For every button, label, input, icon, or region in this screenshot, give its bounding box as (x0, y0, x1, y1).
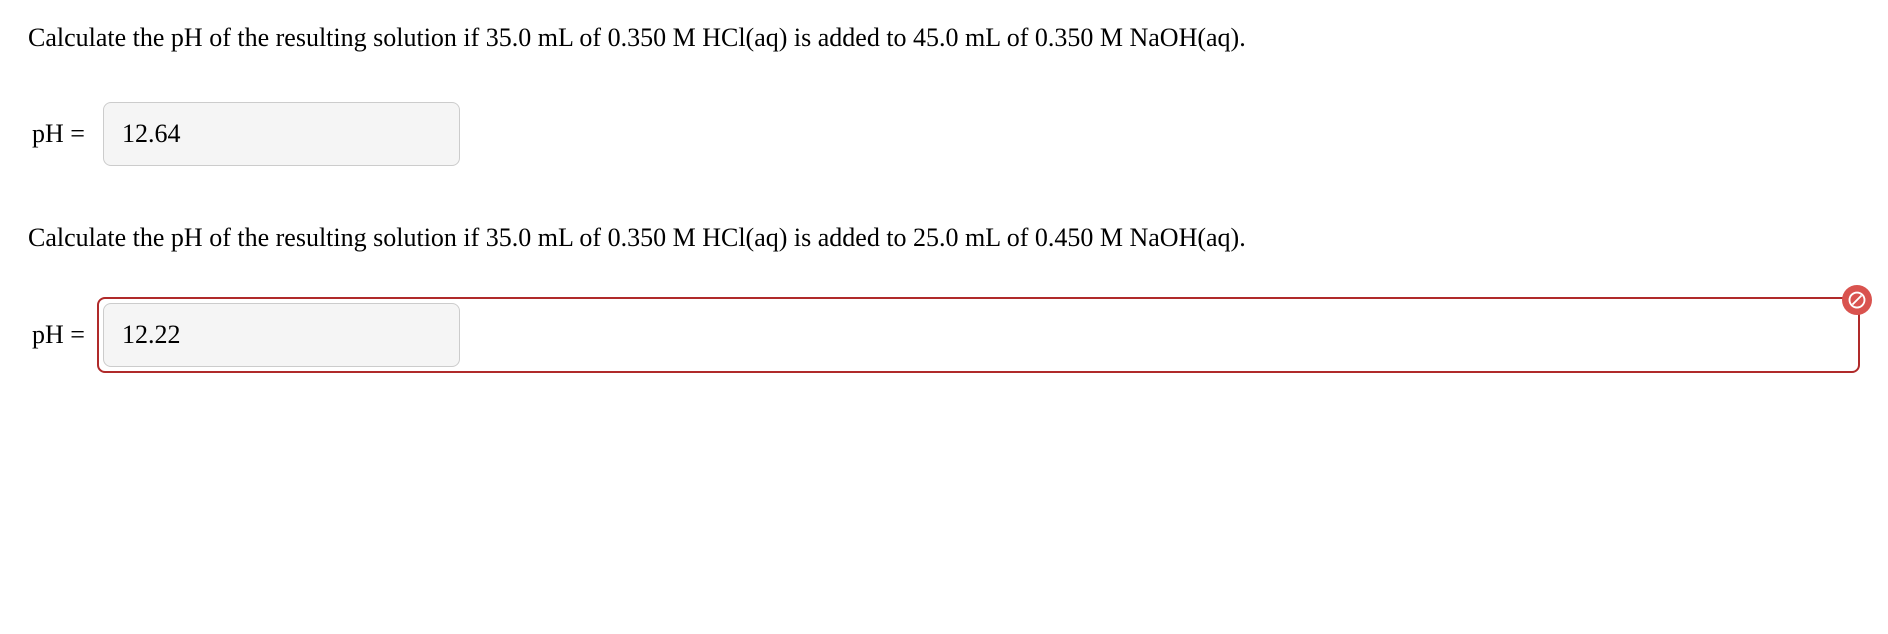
ph-input-2[interactable] (103, 303, 460, 367)
answer-row-2: pH = (28, 297, 1860, 373)
ph-input-1[interactable] (103, 102, 460, 166)
answer-label-2: pH = (28, 317, 97, 353)
answer-label-1: pH = (28, 116, 97, 152)
question-text-2: Calculate the pH of the resulting soluti… (28, 220, 1860, 256)
question-block-1: Calculate the pH of the resulting soluti… (28, 20, 1860, 172)
answer-wrap-2 (97, 297, 1860, 373)
question-text-1: Calculate the pH of the resulting soluti… (28, 20, 1860, 56)
answer-row-1: pH = (28, 96, 1860, 172)
incorrect-icon (1842, 285, 1872, 315)
answer-wrap-1 (97, 96, 1860, 172)
question-block-2: Calculate the pH of the resulting soluti… (28, 220, 1860, 372)
